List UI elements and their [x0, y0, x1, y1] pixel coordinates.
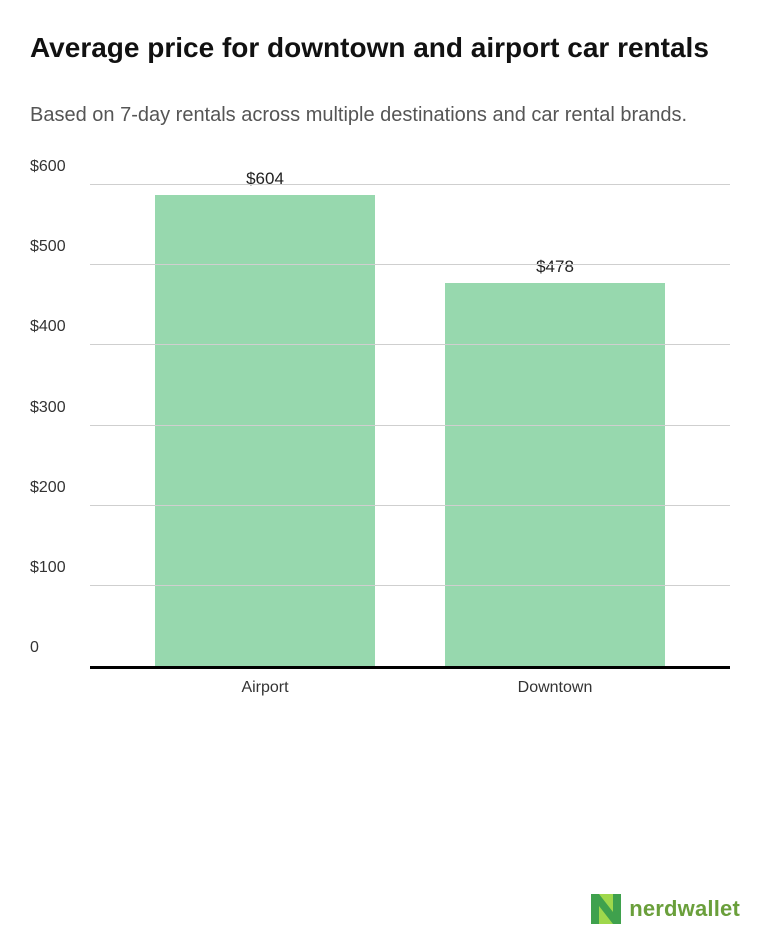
- gridline: [90, 585, 730, 586]
- gridline: [90, 505, 730, 506]
- plot-area: $604$478 0$100$200$300$400$500$600: [90, 169, 730, 669]
- y-tick-label: $100: [30, 559, 85, 577]
- chart-area: $604$478 0$100$200$300$400$500$600 Airpo…: [30, 169, 740, 699]
- bar-group: $604: [155, 169, 375, 666]
- y-tick-label: $600: [30, 158, 85, 176]
- bar-value-label: $604: [246, 169, 284, 189]
- brand-footer: nerdwallet: [30, 894, 740, 924]
- bar-value-label: $478: [536, 257, 574, 277]
- nerdwallet-logo-icon: [591, 894, 621, 924]
- nerdwallet-logo-text: nerdwallet: [629, 896, 740, 922]
- bar-rect: [155, 195, 375, 666]
- x-axis-labels: Airport Downtown: [90, 673, 730, 699]
- gridline: [90, 344, 730, 345]
- bar-rect: [445, 283, 665, 666]
- y-tick-label: $300: [30, 399, 85, 417]
- chart-subtitle: Based on 7-day rentals across multiple d…: [30, 101, 740, 129]
- bar-group: $478: [445, 169, 665, 666]
- chart-title: Average price for downtown and airport c…: [30, 30, 740, 65]
- x-tick-label: Downtown: [445, 673, 665, 699]
- gridline: [90, 264, 730, 265]
- gridline: [90, 184, 730, 185]
- y-tick-label: $200: [30, 479, 85, 497]
- y-tick-label: $400: [30, 318, 85, 336]
- x-tick-label: Airport: [155, 673, 375, 699]
- bars-group: $604 $478: [90, 169, 730, 666]
- y-tick-label: 0: [30, 639, 85, 657]
- gridline: [90, 425, 730, 426]
- y-tick-label: $500: [30, 238, 85, 256]
- chart-container: $604$478 0$100$200$300$400$500$600 Airpo…: [30, 169, 740, 874]
